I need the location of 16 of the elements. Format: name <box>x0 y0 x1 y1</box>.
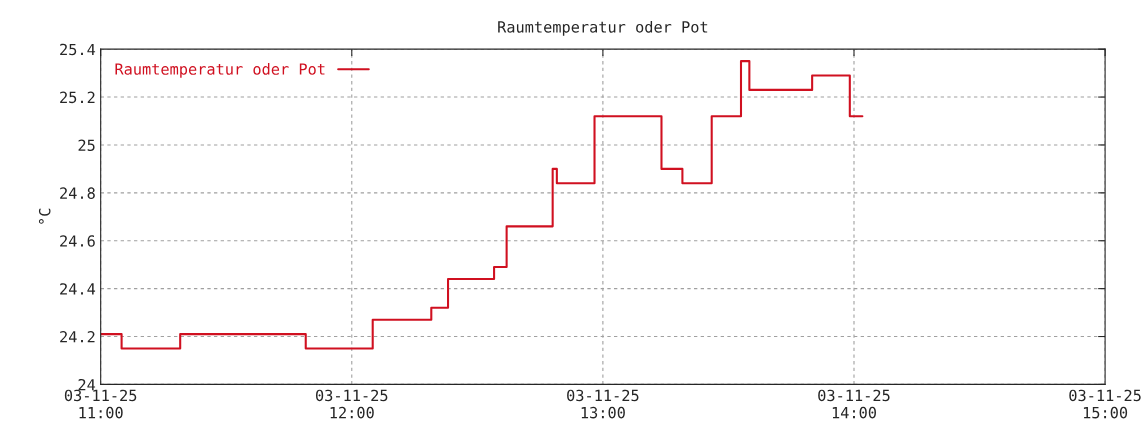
x-tick-label: 03-11-25 15:00 <box>1069 389 1141 419</box>
y-tick-label: 24.4 <box>60 283 96 295</box>
chart-title: Raumtemperatur oder Pot <box>498 20 708 36</box>
y-tick-label: 24 <box>78 378 96 391</box>
legend-label: Raumtemperatur oder Pot <box>115 63 325 78</box>
x-tick-label: 03-11-25 12:00 <box>315 389 388 419</box>
y-tick-label: 25.2 <box>60 91 95 104</box>
y-axis-title: °C <box>38 208 51 224</box>
y-tick-label: 24.6 <box>60 235 95 247</box>
x-tick-label: 03-11-25 13:00 <box>567 389 639 419</box>
y-tick-label: 25 <box>78 139 95 152</box>
x-tick-label: 03-11-25 11:00 <box>64 389 137 419</box>
y-tick-label: 24.8 <box>60 187 95 199</box>
y-tick-label: 24.2 <box>60 331 95 343</box>
y-tick-label: 25.4 <box>60 43 96 56</box>
x-tick-label: 03-11-25 14:00 <box>818 389 890 419</box>
